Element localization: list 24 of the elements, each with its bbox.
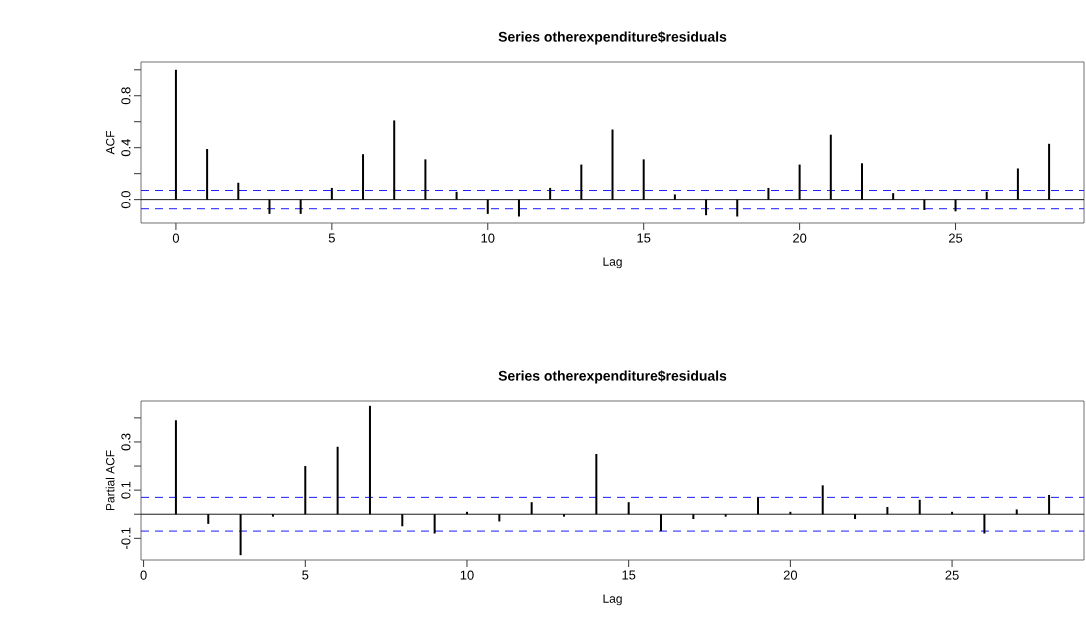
x-tick-label: 0 (140, 570, 147, 580)
y-tick-label: 0.4 (121, 139, 131, 157)
x-tick-label: 5 (302, 570, 309, 580)
x-tick-label: 10 (481, 233, 495, 243)
x-tick-label: 5 (328, 233, 335, 243)
x-tick-label: 25 (945, 570, 959, 580)
x-tick-label: 20 (793, 233, 807, 243)
x-axis-title: Lag (603, 594, 622, 606)
x-tick-label: 0 (172, 233, 180, 243)
y-tick-label: 0.3 (121, 433, 131, 451)
x-tick-label: 15 (637, 233, 651, 243)
y-axis-title: ACF (106, 131, 115, 155)
x-tick-label: 25 (948, 233, 963, 243)
chart-title: Series otherexpenditure$residuals (498, 31, 727, 45)
chart-title: Series otherexpenditure$residuals (498, 370, 727, 384)
x-tick-label: 10 (460, 570, 474, 580)
x-tick-label: 15 (622, 570, 636, 580)
y-tick-label: 0.8 (121, 87, 131, 105)
y-axis-title: Partial ACF (105, 450, 115, 511)
y-tick-label: 0.1 (121, 481, 131, 499)
y-tick-label: -0.1 (121, 527, 131, 549)
y-tick-label: 0.0 (121, 191, 131, 209)
x-axis-title: Lag (603, 257, 622, 269)
x-tick-label: 20 (783, 570, 798, 580)
